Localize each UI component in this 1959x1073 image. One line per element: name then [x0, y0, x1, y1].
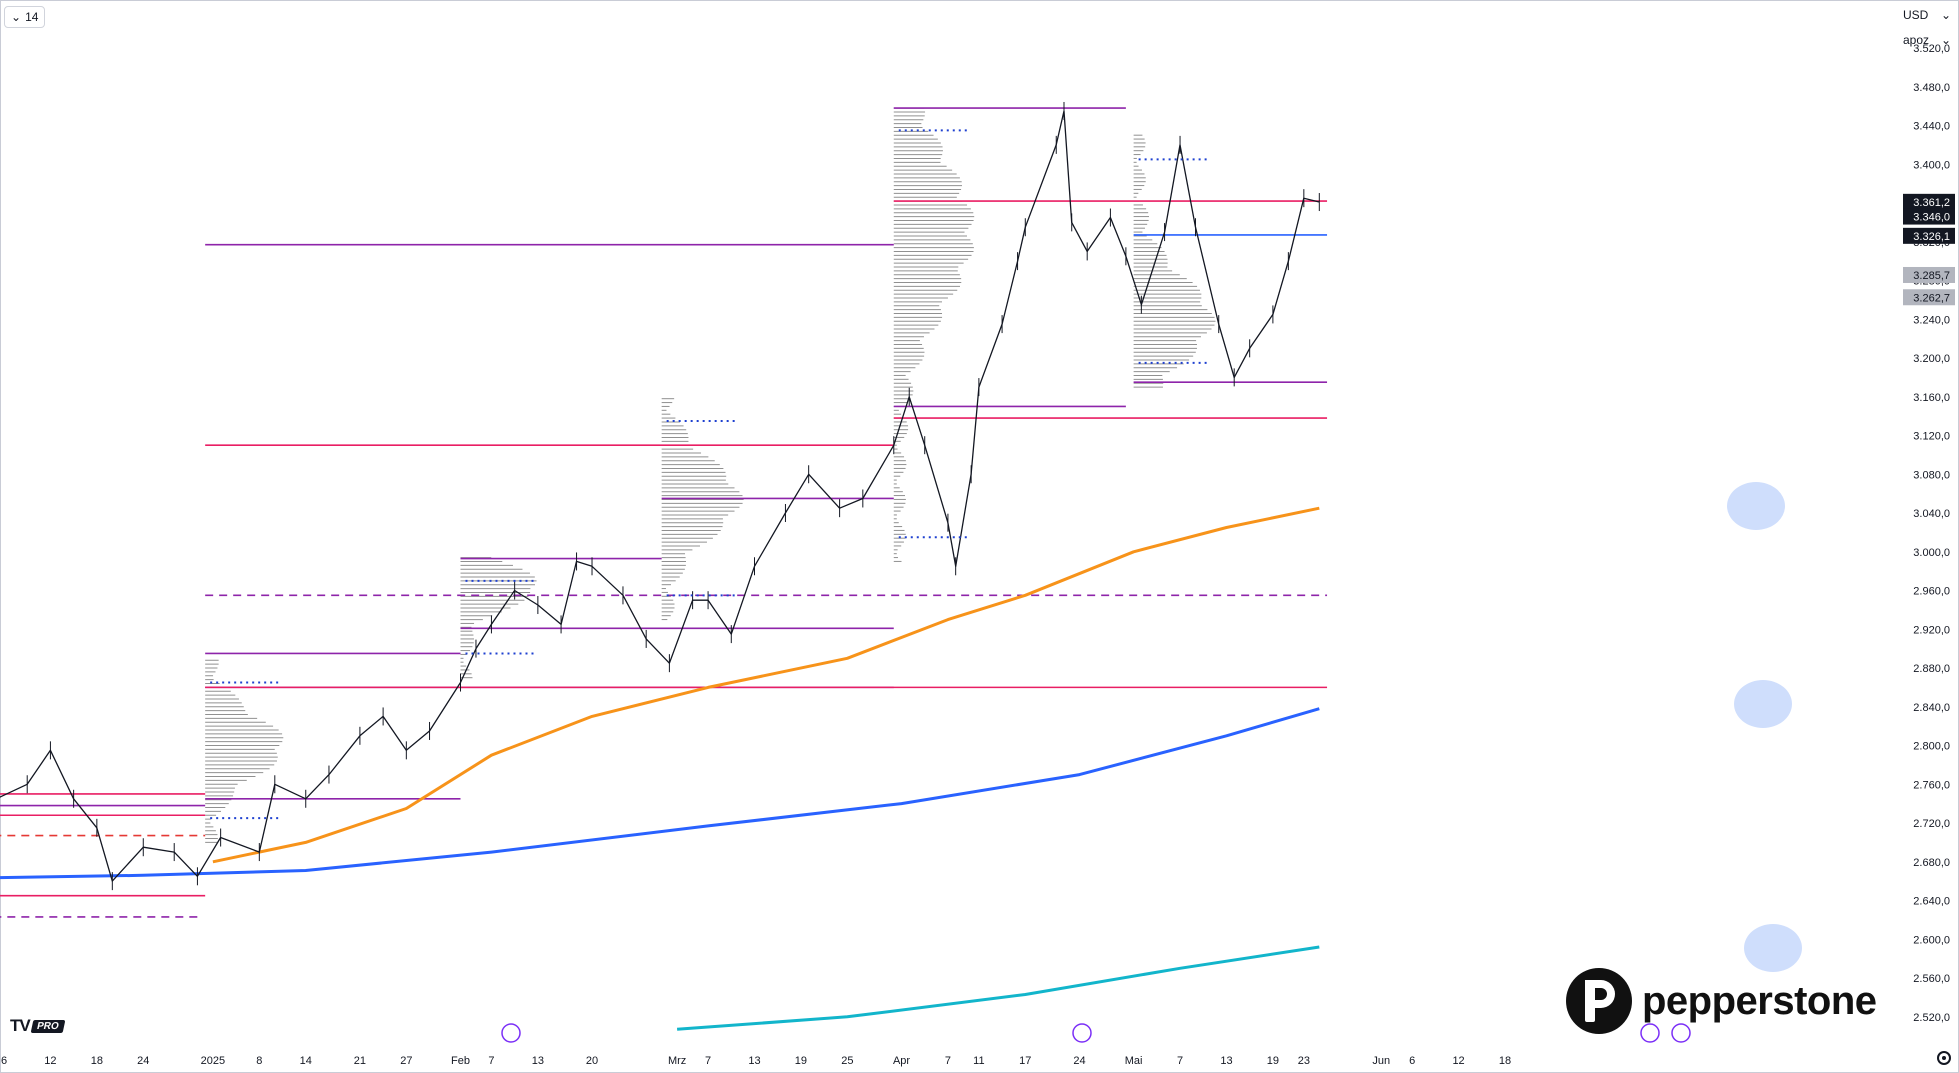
x-tick-label: 8: [256, 1055, 262, 1067]
moving-average-line-0: [212, 506, 1320, 864]
y-tick-label: 3.120,0: [1913, 431, 1950, 443]
y-tick-label: 2.880,0: [1913, 663, 1950, 675]
y-tick-label: 3.400,0: [1913, 159, 1950, 171]
broker-name: pepperstone: [1642, 978, 1877, 1023]
gear-icon[interactable]: [1937, 1051, 1951, 1065]
x-tick-label: Apr: [893, 1055, 910, 1067]
chevron-down-icon: ⌄: [1940, 8, 1951, 22]
x-tick-label: 17: [1019, 1055, 1031, 1067]
x-tick-label: Feb: [451, 1055, 470, 1067]
highlight-circle-2: [1744, 924, 1802, 972]
x-tick-label: 13: [532, 1055, 544, 1067]
x-tick-label: 13: [748, 1055, 760, 1067]
price-tag-label: 3.326,1: [1913, 231, 1950, 243]
price-tag-label: 3.361,2: [1913, 197, 1950, 209]
event-marker-0: [501, 1023, 521, 1043]
x-tick-label: 2025: [201, 1055, 225, 1067]
x-tick-label: 27: [400, 1055, 412, 1067]
chevron-down-icon: ⌄: [11, 10, 22, 24]
x-tick-label: 19: [795, 1055, 807, 1067]
event-marker-3: [1671, 1023, 1691, 1043]
x-tick-label: 25: [841, 1055, 853, 1067]
x-tick-label: Mrz: [668, 1055, 686, 1067]
x-tick-label: 12: [1452, 1055, 1464, 1067]
price-tag: [1903, 266, 1955, 283]
tv-mark: TV: [10, 1016, 31, 1035]
price-tag: [1903, 208, 1955, 225]
x-tick-label: 6: [1, 1055, 7, 1067]
x-tick-label: 6: [1409, 1055, 1415, 1067]
y-tick-label: 2.800,0: [1913, 741, 1950, 753]
x-tick-label: 13: [1220, 1055, 1232, 1067]
x-tick-label: 14: [300, 1055, 312, 1067]
event-marker-2: [1640, 1023, 1660, 1043]
x-tick-label: Jun: [1372, 1055, 1390, 1067]
price-tag-label: 3.346,0: [1913, 212, 1950, 224]
pepperstone-icon: [1566, 968, 1632, 1034]
price-tag: [1903, 289, 1955, 306]
y-tick-label: 2.920,0: [1913, 624, 1950, 636]
x-tick-label: 7: [1177, 1055, 1183, 1067]
pro-badge: PRO: [30, 1019, 65, 1033]
y-tick-label: 3.080,0: [1913, 469, 1950, 481]
x-tick-label: 18: [1499, 1055, 1511, 1067]
y-tick-label: 2.560,0: [1913, 973, 1950, 985]
collapse-indicators-button[interactable]: ⌄ 14: [4, 6, 46, 28]
unit-select[interactable]: apoz ⌄: [1899, 29, 1955, 51]
x-tick-label: 7: [945, 1055, 951, 1067]
y-tick-label: 2.720,0: [1913, 818, 1950, 830]
x-tick-label: 12: [44, 1055, 56, 1067]
x-tick-label: 24: [1073, 1055, 1085, 1067]
y-tick-label: 2.840,0: [1913, 702, 1950, 714]
currency-label: USD: [1903, 8, 1929, 22]
moving-average-line-2: [676, 945, 1320, 1031]
price-line: [0, 110, 1320, 882]
x-tick-label: 11: [973, 1055, 984, 1067]
x-tick-label: 19: [1267, 1055, 1279, 1067]
x-tick-label: 21: [354, 1055, 366, 1067]
highlight-circle-1: [1734, 680, 1792, 728]
y-tick-label: 3.160,0: [1913, 392, 1950, 404]
y-tick-label: 2.600,0: [1913, 934, 1950, 946]
x-tick-label: 7: [705, 1055, 711, 1067]
price-tag: [1903, 193, 1955, 210]
unit-label: apoz: [1903, 33, 1930, 47]
x-tick-label: 20: [586, 1055, 598, 1067]
y-tick-label: 3.240,0: [1913, 314, 1950, 326]
indicator-count: 14: [25, 10, 39, 24]
y-tick-label: 2.640,0: [1913, 896, 1950, 908]
y-tick-label: 2.520,0: [1913, 1012, 1950, 1024]
y-tick-label: 3.040,0: [1913, 508, 1950, 520]
x-tick-label: 18: [91, 1055, 103, 1067]
y-tick-label: 3.440,0: [1913, 121, 1950, 133]
currency-select[interactable]: USD ⌄: [1899, 4, 1955, 26]
y-tick-label: 2.680,0: [1913, 857, 1950, 869]
y-tick-label: 3.480,0: [1913, 82, 1950, 94]
x-tick-label: 7: [488, 1055, 494, 1067]
x-tick-label: 23: [1298, 1055, 1310, 1067]
event-marker-1: [1072, 1023, 1092, 1043]
chevron-down-icon: ⌄: [1940, 33, 1951, 47]
y-tick-label: 3.200,0: [1913, 353, 1950, 365]
tradingview-logo[interactable]: TV PRO: [10, 1016, 65, 1036]
y-tick-label: 3.000,0: [1913, 547, 1950, 559]
price-tag-label: 3.262,7: [1913, 292, 1950, 304]
price-tag-label: 3.285,7: [1913, 270, 1950, 282]
broker-logo: pepperstone: [1566, 968, 1877, 1034]
y-tick-label: 3.520,0: [1913, 43, 1950, 55]
x-tick-label: 24: [137, 1055, 149, 1067]
x-tick-label: Mai: [1125, 1055, 1143, 1067]
y-tick-label: 2.960,0: [1913, 586, 1950, 598]
highlight-circle-0: [1727, 482, 1785, 530]
y-tick-label: 2.760,0: [1913, 779, 1950, 791]
price-tag: [1903, 227, 1955, 244]
